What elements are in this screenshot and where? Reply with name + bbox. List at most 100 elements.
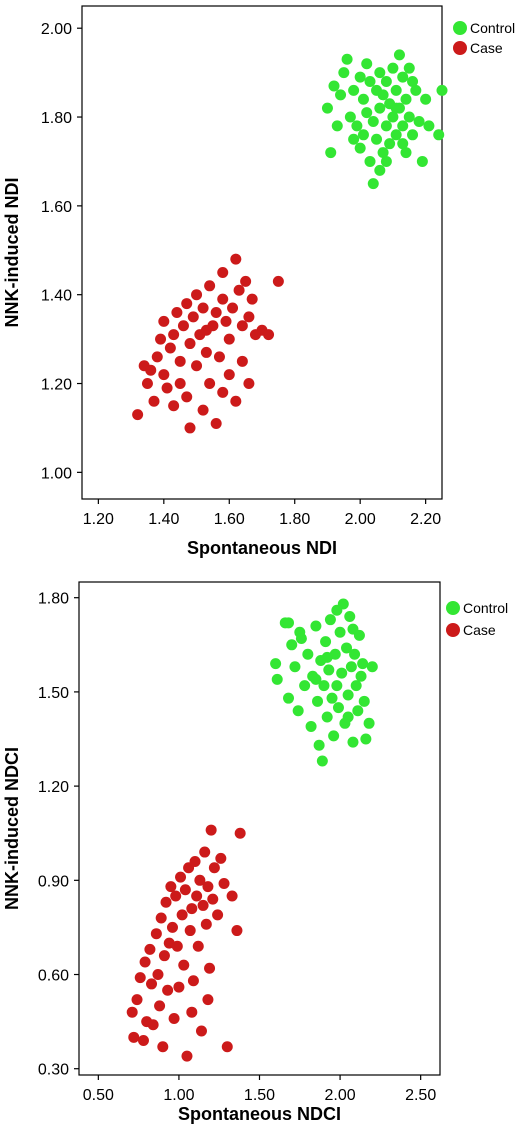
data-point bbox=[223, 369, 235, 381]
data-point bbox=[351, 120, 363, 132]
data-point bbox=[321, 651, 333, 663]
data-point bbox=[234, 827, 246, 839]
data-point bbox=[349, 648, 361, 660]
y-tick-label: 1.50 bbox=[38, 685, 69, 702]
data-point bbox=[364, 76, 376, 88]
data-point bbox=[367, 178, 379, 190]
data-point bbox=[168, 400, 180, 412]
legend-label: Control bbox=[463, 600, 508, 616]
x-tick-label: 1.80 bbox=[279, 511, 310, 528]
data-point bbox=[202, 881, 214, 893]
data-point bbox=[336, 667, 348, 679]
y-axis-title: NNK-induced NDI bbox=[2, 178, 22, 328]
data-point bbox=[403, 111, 415, 123]
data-point bbox=[263, 329, 275, 341]
chart-ndci: 0.30 0.60 0.90 1.20 1.50 1.80 0.50 1.00 1.50 2.00… bbox=[2, 581, 508, 1124]
data-point bbox=[164, 342, 176, 354]
legend-label: Control bbox=[470, 20, 515, 36]
data-point bbox=[321, 711, 333, 723]
data-point bbox=[155, 912, 167, 924]
data-point bbox=[186, 903, 198, 915]
data-point bbox=[150, 928, 162, 940]
data-point bbox=[344, 111, 356, 123]
y-tick-label: 1.80 bbox=[41, 110, 72, 127]
data-point bbox=[342, 689, 354, 701]
data-point bbox=[158, 369, 170, 381]
data-point bbox=[128, 1031, 140, 1043]
x-axis-title: Spontaneous NDCI bbox=[178, 1104, 341, 1124]
data-point bbox=[400, 147, 412, 159]
data-point bbox=[384, 138, 396, 150]
data-point bbox=[176, 909, 188, 921]
legend-label: Case bbox=[463, 622, 496, 638]
data-point bbox=[357, 129, 369, 141]
x-tick-label: 1.60 bbox=[214, 511, 245, 528]
data-point bbox=[197, 404, 209, 416]
data-point bbox=[184, 925, 196, 937]
data-point bbox=[166, 921, 178, 933]
x-tick-label: 1.50 bbox=[244, 1087, 275, 1104]
data-point bbox=[292, 705, 304, 717]
data-point bbox=[377, 89, 389, 101]
data-point bbox=[331, 680, 343, 692]
data-point bbox=[134, 972, 146, 984]
data-point bbox=[390, 129, 402, 141]
data-point bbox=[221, 1041, 233, 1053]
data-point bbox=[350, 680, 362, 692]
x-tick-label: 2.00 bbox=[345, 511, 376, 528]
x-tick-label: 2.20 bbox=[410, 511, 441, 528]
data-point bbox=[390, 102, 402, 114]
data-point bbox=[348, 84, 360, 96]
data-point bbox=[347, 623, 359, 635]
data-point bbox=[204, 280, 216, 292]
data-point bbox=[131, 994, 143, 1006]
y-tick-label: 1.20 bbox=[41, 377, 72, 394]
y-axis-title: NNK-induced NDCI bbox=[2, 747, 22, 910]
data-point bbox=[191, 289, 203, 301]
data-point bbox=[318, 680, 330, 692]
y-tick-label: 1.00 bbox=[41, 465, 72, 482]
data-point bbox=[168, 329, 180, 341]
data-point bbox=[191, 890, 203, 902]
data-point bbox=[189, 855, 201, 867]
data-point bbox=[367, 115, 379, 127]
y-tick-label: 0.60 bbox=[38, 968, 69, 985]
data-point bbox=[162, 984, 174, 996]
legend-marker bbox=[446, 601, 460, 615]
data-point bbox=[357, 658, 369, 670]
data-point bbox=[332, 702, 344, 714]
y-tick-label: 1.40 bbox=[41, 288, 72, 305]
data-point bbox=[137, 1034, 149, 1046]
data-point bbox=[299, 680, 311, 692]
x-tick-label: 1.00 bbox=[163, 1087, 194, 1104]
data-point bbox=[347, 736, 359, 748]
data-point bbox=[387, 111, 399, 123]
data-point bbox=[423, 120, 435, 132]
data-point bbox=[407, 129, 419, 141]
series-case bbox=[126, 824, 246, 1062]
data-point bbox=[218, 877, 230, 889]
data-point bbox=[240, 275, 252, 287]
data-point bbox=[168, 1012, 180, 1024]
legend-marker bbox=[446, 623, 460, 637]
x-tick-label: 2.50 bbox=[405, 1087, 436, 1104]
data-point bbox=[208, 862, 220, 874]
series-control bbox=[321, 49, 448, 190]
data-point bbox=[271, 673, 283, 685]
data-point bbox=[204, 378, 216, 390]
data-point bbox=[158, 315, 170, 327]
data-point bbox=[213, 351, 225, 363]
data-point bbox=[177, 320, 189, 332]
data-point bbox=[144, 943, 156, 955]
data-point bbox=[283, 692, 295, 704]
data-point bbox=[420, 93, 432, 105]
data-point bbox=[305, 720, 317, 732]
data-point bbox=[226, 890, 238, 902]
data-point bbox=[390, 84, 402, 96]
data-point bbox=[145, 364, 157, 376]
legend-label: Case bbox=[470, 40, 503, 56]
data-point bbox=[286, 639, 298, 651]
data-point bbox=[366, 661, 378, 673]
data-point bbox=[191, 360, 203, 372]
data-point bbox=[295, 633, 307, 645]
